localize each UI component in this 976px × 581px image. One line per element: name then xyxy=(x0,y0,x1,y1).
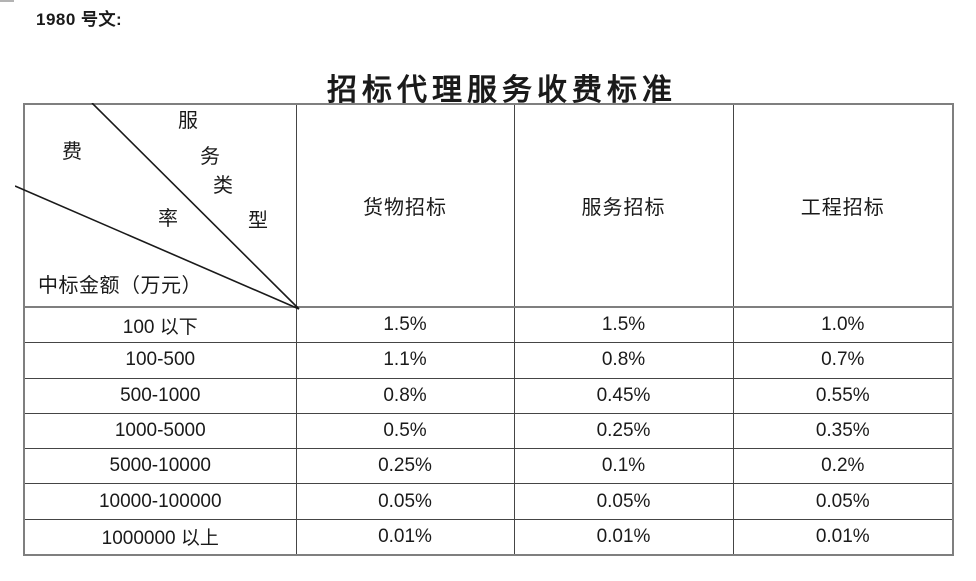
row-label: 100-500 xyxy=(23,342,297,379)
row-label: 1000-5000 xyxy=(23,412,297,450)
rate-cell: 0.01% xyxy=(513,518,734,556)
corner-row-axis-label: 中标金额（万元） xyxy=(38,275,202,297)
rate-cell: 0.25% xyxy=(513,412,734,450)
rate-cell: 0.45% xyxy=(513,377,734,414)
corner-service-type-char: 服 xyxy=(178,110,199,132)
column-header-engineering: 工程招标 xyxy=(732,103,954,308)
row-label: 10000-100000 xyxy=(23,483,297,520)
fee-rate-table: 服 费 务 类 率 型 中标金额（万元） 货物招标 服务招标 工程招标 100 … xyxy=(15,103,954,557)
rate-cell: 0.01% xyxy=(295,518,515,556)
rate-cell: 0.7% xyxy=(732,342,954,379)
doc-number-label: 1980 号文: xyxy=(36,10,123,29)
header-row: 服 费 务 类 率 型 中标金额（万元） 货物招标 服务招标 工程招标 xyxy=(15,103,954,310)
column-header-service: 服务招标 xyxy=(513,103,734,308)
rate-cell: 0.55% xyxy=(732,377,954,414)
rate-cell: 0.2% xyxy=(732,448,954,485)
rate-cell: 0.05% xyxy=(295,483,515,520)
corner-rate-char: 率 xyxy=(158,208,179,230)
rate-cell: 0.8% xyxy=(513,342,734,379)
corner-fee-char: 费 xyxy=(62,141,83,163)
column-header-goods: 货物招标 xyxy=(295,103,515,308)
row-label: 100 以下 xyxy=(23,306,297,344)
rate-cell: 0.35% xyxy=(732,412,954,450)
corner-service-type-char: 务 xyxy=(200,146,221,168)
rate-cell: 0.05% xyxy=(513,483,734,520)
table-row: 5000-10000 0.25% 0.1% 0.2% xyxy=(23,448,954,485)
rate-cell: 1.1% xyxy=(295,342,515,379)
row-label: 5000-10000 xyxy=(23,448,297,485)
rate-cell: 0.1% xyxy=(513,448,734,485)
table-row: 500-1000 0.8% 0.45% 0.55% xyxy=(23,377,954,414)
table-row: 1000000 以上 0.01% 0.01% 0.01% xyxy=(23,518,954,556)
table-row: 10000-100000 0.05% 0.05% 0.05% xyxy=(23,483,954,520)
table-row: 100-500 1.1% 0.8% 0.7% xyxy=(23,342,954,379)
corner-service-type-char: 型 xyxy=(248,210,269,232)
rate-cell: 0.8% xyxy=(295,377,515,414)
rate-cell: 1.5% xyxy=(513,306,734,344)
table-row: 100 以下 1.5% 1.5% 1.0% xyxy=(23,306,954,344)
rate-cell: 0.5% xyxy=(295,412,515,450)
row-label: 1000000 以上 xyxy=(23,518,297,556)
rate-cell: 1.5% xyxy=(295,306,515,344)
row-label: 500-1000 xyxy=(23,377,297,414)
rate-cell: 1.0% xyxy=(732,306,954,344)
rate-cell: 0.25% xyxy=(295,448,515,485)
page-title: 招标代理服务收费标准 xyxy=(327,74,677,108)
corner-service-type-char: 类 xyxy=(213,175,234,197)
table-row: 1000-5000 0.5% 0.25% 0.35% xyxy=(23,412,954,450)
rate-cell: 0.05% xyxy=(732,483,954,520)
diagonal-header-cell: 服 费 务 类 率 型 中标金额（万元） xyxy=(15,103,300,310)
page-corner-mark xyxy=(0,0,14,2)
rate-cell: 0.01% xyxy=(732,518,954,556)
